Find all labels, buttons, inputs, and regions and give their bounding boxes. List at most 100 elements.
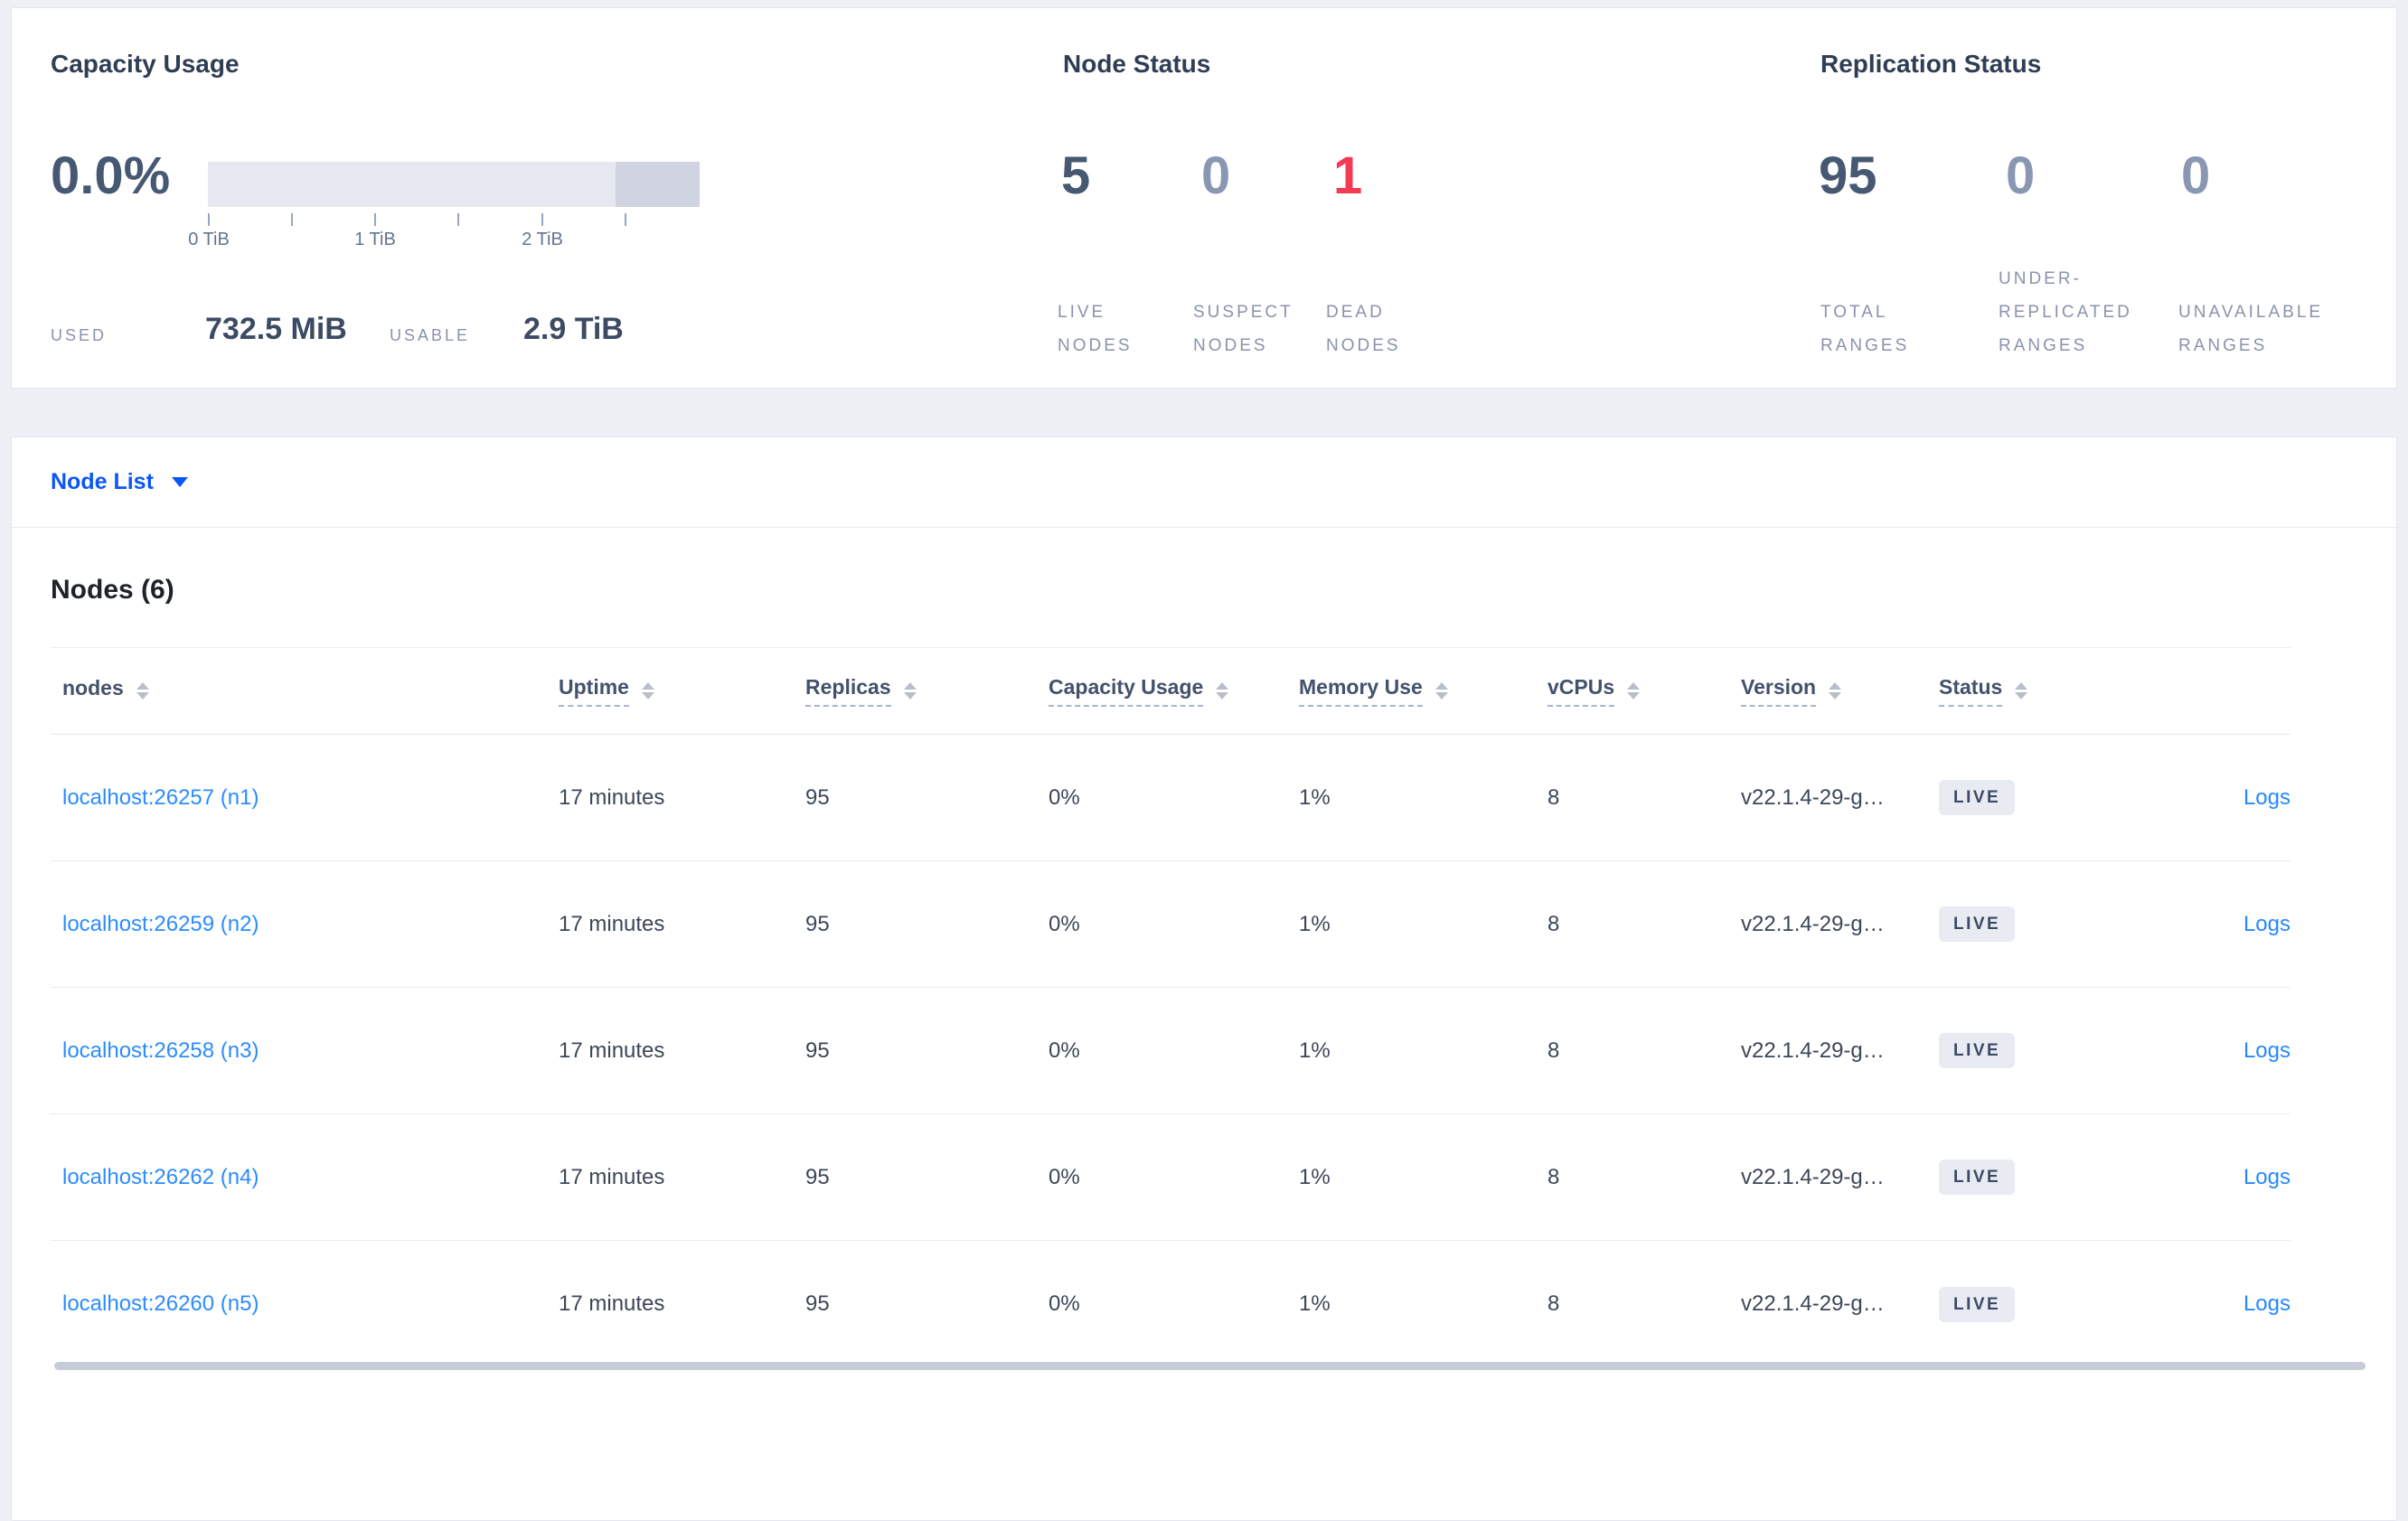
vcpus-cell: 8: [1547, 1037, 1560, 1063]
status-badge: LIVE: [1939, 1286, 2016, 1322]
column-header-label[interactable]: nodes: [62, 676, 124, 699]
column-header-label[interactable]: Memory Use: [1299, 675, 1423, 707]
vcpus-cell: 8: [1547, 911, 1560, 936]
column-header-memory-use: Memory Use: [1299, 675, 1547, 707]
capacity-usage-cell: 0%: [1049, 1037, 1080, 1063]
vcpus-cell: 8: [1547, 1164, 1560, 1189]
logs-cell: Logs: [2170, 1291, 2290, 1317]
uptime-cell: 17 minutes: [559, 911, 665, 936]
axis-tick: [291, 213, 293, 226]
logs-link[interactable]: Logs: [2243, 784, 2290, 810]
under-replicated-ranges-count: 0: [2006, 146, 2036, 205]
axis-tick-label: 2 TiB: [522, 230, 563, 249]
status-cell: LIVE: [1939, 906, 2170, 942]
status-cell: LIVE: [1939, 780, 2170, 815]
capacity-usage-percent: 0.0%: [51, 146, 171, 205]
node-link[interactable]: localhost:26257 (n1): [62, 784, 259, 810]
memory-use-cell: 1%: [1299, 1164, 1331, 1189]
sort-icon[interactable]: [903, 682, 917, 699]
capacity-reserved-segment: [616, 162, 700, 207]
replicas-cell: 95: [805, 911, 830, 936]
sort-icon[interactable]: [1216, 682, 1229, 699]
logs-cell: Logs: [2170, 785, 2290, 811]
column-header-status: Status: [1939, 675, 2170, 707]
replicas-cell: 95: [805, 1037, 830, 1063]
capacity-usage-cell: 0%: [1049, 1164, 1080, 1189]
memory-use-cell: 1%: [1299, 1037, 1331, 1063]
version-cell: v22.1.4-29-g…: [1741, 911, 1885, 936]
column-header-label[interactable]: Uptime: [559, 675, 629, 707]
status-badge: LIVE: [1939, 780, 2016, 815]
node-address-cell: localhost:26259 (n2): [51, 912, 559, 937]
logs-link[interactable]: Logs: [2243, 1291, 2290, 1316]
sort-icon[interactable]: [1627, 682, 1641, 699]
replicas-cell: 95: [805, 1291, 830, 1316]
uptime-cell: 17 minutes: [559, 1164, 665, 1189]
sort-icon[interactable]: [136, 682, 149, 699]
memory-use-cell: 1%: [1299, 911, 1331, 936]
node-address-cell: localhost:26260 (n5): [51, 1291, 559, 1317]
column-header-label[interactable]: Version: [1741, 675, 1817, 707]
sort-icon[interactable]: [2015, 682, 2028, 699]
nodes-table-header: nodes Uptime Replicas Capacity Usage Mem…: [51, 647, 2290, 735]
under-replicated-ranges-label: UNDER- REPLICATED RANGES: [1999, 269, 2132, 355]
node-list-dropdown[interactable]: Node List: [51, 469, 188, 495]
status-badge: LIVE: [1939, 906, 2016, 942]
column-header-version: Version: [1741, 675, 1939, 707]
memory-use-cell: 1%: [1299, 784, 1331, 810]
node-link[interactable]: localhost:26259 (n2): [62, 911, 259, 936]
status-cell: LIVE: [1939, 1033, 2170, 1068]
column-header-vcpus: vCPUs: [1547, 675, 1741, 707]
logs-link[interactable]: Logs: [2243, 1164, 2290, 1189]
version-cell: v22.1.4-29-g…: [1741, 1037, 1885, 1063]
horizontal-scrollbar[interactable]: [54, 1362, 2366, 1370]
column-header-replicas: Replicas: [805, 675, 1049, 707]
logs-link[interactable]: Logs: [2243, 1037, 2290, 1063]
capacity-usage-cell: 0%: [1049, 784, 1080, 810]
cluster-summary-panel: Capacity Usage 0.0% 0 TiB 1 TiB 2 TiB US…: [11, 7, 2397, 389]
dead-nodes-label: DEAD NODES: [1326, 303, 1401, 355]
column-header-label[interactable]: vCPUs: [1547, 675, 1615, 707]
replicas-cell: 95: [805, 1164, 830, 1189]
sort-icon[interactable]: [1434, 682, 1448, 699]
node-link[interactable]: localhost:26260 (n5): [62, 1291, 259, 1316]
status-badge: LIVE: [1939, 1160, 2016, 1195]
axis-tick: [374, 213, 376, 226]
node-list-dropdown-label: Node List: [51, 469, 154, 494]
logs-cell: Logs: [2170, 912, 2290, 937]
usable-value: 2.9 TiB: [523, 312, 624, 346]
suspect-nodes-count: 0: [1201, 146, 1231, 205]
capacity-usage-bar: [208, 162, 700, 207]
sort-icon[interactable]: [641, 682, 654, 699]
column-header-capacity-usage: Capacity Usage: [1049, 675, 1299, 707]
column-header-label[interactable]: Capacity Usage: [1049, 675, 1204, 707]
dead-nodes-count: 1: [1333, 146, 1363, 205]
total-ranges-count: 95: [1819, 146, 1877, 205]
table-row: localhost:26259 (n2) 17 minutes 95 0% 1%…: [51, 861, 2290, 988]
node-status-title: Node Status: [1063, 50, 1211, 78]
table-row: localhost:26262 (n4) 17 minutes 95 0% 1%…: [51, 1114, 2290, 1241]
used-value: 732.5 MiB: [205, 312, 347, 346]
status-cell: LIVE: [1939, 1286, 2170, 1322]
logs-cell: Logs: [2170, 1165, 2290, 1190]
node-link[interactable]: localhost:26262 (n4): [62, 1164, 259, 1189]
used-label: USED: [51, 326, 108, 344]
node-address-cell: localhost:26257 (n1): [51, 785, 559, 811]
capacity-usage-cell: 0%: [1049, 911, 1080, 936]
nodes-table-title: Nodes (6): [51, 575, 174, 605]
live-nodes-label: LIVE NODES: [1058, 303, 1133, 355]
logs-link[interactable]: Logs: [2243, 911, 2290, 936]
column-header-label[interactable]: Status: [1939, 675, 2003, 707]
capacity-usage-cell: 0%: [1049, 1291, 1080, 1316]
uptime-cell: 17 minutes: [559, 784, 665, 810]
table-row: localhost:26257 (n1) 17 minutes 95 0% 1%…: [51, 735, 2290, 861]
node-link[interactable]: localhost:26258 (n3): [62, 1037, 259, 1063]
table-row: localhost:26258 (n3) 17 minutes 95 0% 1%…: [51, 988, 2290, 1114]
unavailable-ranges-label: UNAVAILABLE RANGES: [2178, 303, 2324, 355]
column-header-label[interactable]: Replicas: [805, 675, 891, 707]
replication-status-title: Replication Status: [1820, 50, 2042, 78]
view-selector-row: Node List: [12, 437, 2396, 528]
axis-tick: [208, 213, 210, 226]
sort-icon[interactable]: [1829, 682, 1842, 699]
capacity-usage-title: Capacity Usage: [51, 50, 240, 78]
